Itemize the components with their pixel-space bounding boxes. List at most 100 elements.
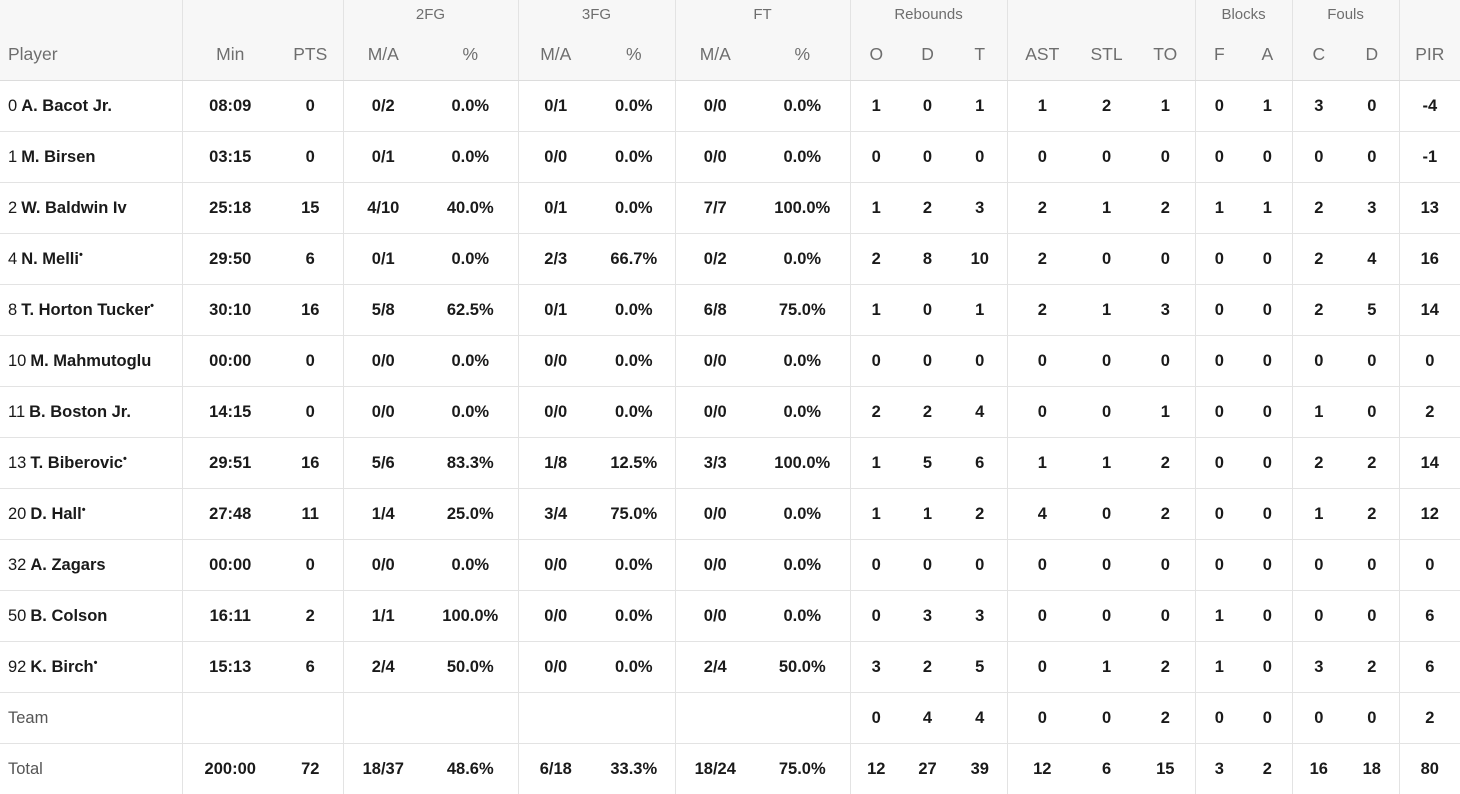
stat-3fg-pct: 0.0%	[593, 285, 675, 336]
column-header-player[interactable]: Player	[0, 29, 182, 81]
stat-2fg-pct: 0.0%	[423, 540, 518, 591]
column-header-3fg-pct[interactable]: %	[593, 29, 675, 81]
column-header-ast[interactable]: AST	[1007, 29, 1077, 81]
stat-to: 0	[1136, 591, 1195, 642]
player-name-link[interactable]: D. Hall	[30, 505, 81, 523]
stat-min	[182, 693, 278, 744]
stat-ast: 0	[1007, 591, 1077, 642]
stat-reb-t: 0	[953, 336, 1007, 387]
stat-3fg-pct	[593, 693, 675, 744]
stat-reb-o: 2	[850, 387, 902, 438]
stat-foul-c: 16	[1292, 744, 1345, 794]
stat-ft-pct: 0.0%	[755, 81, 850, 132]
stat-blk-a: 0	[1243, 387, 1292, 438]
stat-2fg-ma: 5/6	[343, 438, 423, 489]
stat-ft-ma: 3/3	[675, 438, 755, 489]
column-header-min[interactable]: Min	[182, 29, 278, 81]
stat-blk-a: 2	[1243, 744, 1292, 794]
player-name-link[interactable]: W. Baldwin Iv	[21, 199, 126, 217]
column-header-blk-a[interactable]: A	[1243, 29, 1292, 81]
column-header-foul-c[interactable]: C	[1292, 29, 1345, 81]
stat-foul-c: 2	[1292, 183, 1345, 234]
stat-pir: 2	[1399, 693, 1460, 744]
starter-marker: •	[82, 504, 86, 516]
stat-pir: 14	[1399, 438, 1460, 489]
stat-reb-o: 1	[850, 438, 902, 489]
player-name-link[interactable]: M. Birsen	[21, 148, 95, 166]
stat-to: 0	[1136, 132, 1195, 183]
player-name-link[interactable]: B. Colson	[30, 607, 107, 625]
player-name-link[interactable]: K. Birch	[30, 658, 93, 676]
stat-3fg-ma: 0/1	[518, 183, 593, 234]
jersey-number: 2	[8, 199, 17, 217]
stat-stl: 0	[1077, 540, 1136, 591]
stat-blk-a: 0	[1243, 438, 1292, 489]
stat-3fg-pct: 0.0%	[593, 591, 675, 642]
stat-2fg-ma: 0/0	[343, 387, 423, 438]
player-name-link[interactable]: N. Melli	[21, 250, 79, 268]
group-2fg: 2FG	[343, 0, 518, 29]
stat-min: 16:11	[182, 591, 278, 642]
column-header-pir[interactable]: PIR	[1399, 29, 1460, 81]
stat-2fg-pct: 62.5%	[423, 285, 518, 336]
stat-reb-o: 3	[850, 642, 902, 693]
column-header-foul-d[interactable]: D	[1345, 29, 1399, 81]
stat-to: 1	[1136, 81, 1195, 132]
stat-reb-o: 0	[850, 540, 902, 591]
column-header-2fg-ma[interactable]: M/A	[343, 29, 423, 81]
stat-foul-d: 3	[1345, 183, 1399, 234]
stat-to: 0	[1136, 336, 1195, 387]
player-name-link[interactable]: T. Biberovic	[30, 454, 123, 472]
stat-2fg-ma: 18/37	[343, 744, 423, 794]
stat-reb-o: 1	[850, 285, 902, 336]
stat-stl: 1	[1077, 285, 1136, 336]
stat-ft-ma: 0/0	[675, 591, 755, 642]
column-header-ft-pct[interactable]: %	[755, 29, 850, 81]
stat-pir: 6	[1399, 642, 1460, 693]
stat-reb-t: 6	[953, 438, 1007, 489]
stat-pir: 13	[1399, 183, 1460, 234]
player-name-link[interactable]: B. Boston Jr.	[29, 403, 131, 421]
column-header-3fg-ma[interactable]: M/A	[518, 29, 593, 81]
column-header-reb-d[interactable]: D	[902, 29, 953, 81]
column-header-to[interactable]: TO	[1136, 29, 1195, 81]
column-header-reb-o[interactable]: O	[850, 29, 902, 81]
column-header-blk-f[interactable]: F	[1195, 29, 1243, 81]
stat-min: 00:00	[182, 336, 278, 387]
jersey-number: 32	[8, 556, 26, 574]
stat-min: 29:51	[182, 438, 278, 489]
stat-2fg-pct: 0.0%	[423, 81, 518, 132]
group-empty	[1007, 0, 1195, 29]
stat-reb-d: 0	[902, 285, 953, 336]
stat-reb-o: 0	[850, 693, 902, 744]
stat-pir: -4	[1399, 81, 1460, 132]
stat-stl: 0	[1077, 234, 1136, 285]
stat-pir: 6	[1399, 591, 1460, 642]
column-header-pts[interactable]: PTS	[278, 29, 343, 81]
column-header-ft-ma[interactable]: M/A	[675, 29, 755, 81]
stat-ast: 0	[1007, 642, 1077, 693]
player-name-link[interactable]: A. Zagars	[30, 556, 105, 574]
column-header-reb-t[interactable]: T	[953, 29, 1007, 81]
stat-ft-pct: 0.0%	[755, 489, 850, 540]
player-name-link[interactable]: T. Horton Tucker	[21, 301, 150, 319]
stat-ast: 0	[1007, 387, 1077, 438]
stat-foul-d: 0	[1345, 387, 1399, 438]
column-header-2fg-pct[interactable]: %	[423, 29, 518, 81]
stat-2fg-pct: 50.0%	[423, 642, 518, 693]
stat-foul-d: 18	[1345, 744, 1399, 794]
stat-2fg-ma: 4/10	[343, 183, 423, 234]
stat-3fg-ma: 3/4	[518, 489, 593, 540]
stat-ft-pct: 100.0%	[755, 438, 850, 489]
stat-blk-f: 0	[1195, 693, 1243, 744]
player-name-link[interactable]: M. Mahmutoglu	[30, 352, 151, 370]
stat-ft-pct: 75.0%	[755, 285, 850, 336]
stat-blk-f: 0	[1195, 81, 1243, 132]
player-name-link[interactable]: A. Bacot Jr.	[21, 97, 112, 115]
column-header-stl[interactable]: STL	[1077, 29, 1136, 81]
